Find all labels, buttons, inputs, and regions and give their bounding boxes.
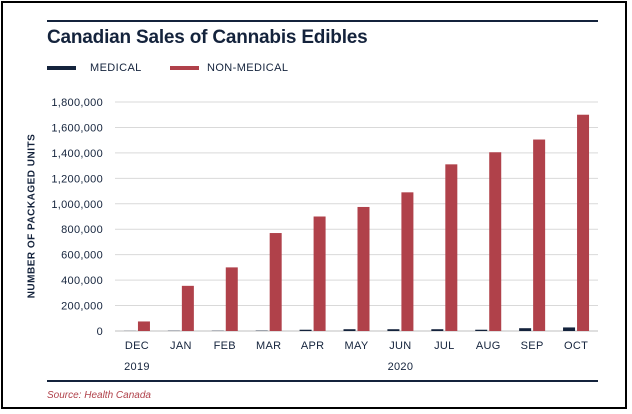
source-note: Source: Health Canada bbox=[47, 390, 151, 401]
bar-non-medical bbox=[269, 233, 282, 331]
x-tick-label: SEP bbox=[521, 340, 544, 352]
y-tick-label: 1,000,000 bbox=[51, 199, 103, 211]
bar-medical bbox=[475, 329, 488, 331]
chart-frame bbox=[1, 1, 627, 409]
x-tick-label: JAN bbox=[170, 340, 192, 352]
top-rule bbox=[47, 20, 598, 22]
legend-swatch-medical bbox=[47, 66, 76, 70]
x-tick-label: FEB bbox=[214, 340, 236, 352]
bar-medical bbox=[431, 329, 444, 331]
bar-non-medical bbox=[489, 152, 502, 331]
x-tick-label: AUG bbox=[476, 340, 501, 352]
y-tick-label: 1,200,000 bbox=[51, 173, 103, 185]
legend-swatch-non-medical bbox=[170, 66, 199, 70]
y-tick-label: 1,400,000 bbox=[51, 148, 103, 160]
legend-label-non-medical: NON-MEDICAL bbox=[207, 62, 289, 74]
bottom-rule bbox=[47, 380, 598, 382]
bar-non-medical bbox=[137, 321, 150, 331]
x-tick-label: APR bbox=[301, 340, 325, 352]
y-tick-label: 1,800,000 bbox=[51, 97, 103, 109]
x-tick-label: DEC bbox=[125, 340, 149, 352]
y-tick-label: 1,600,000 bbox=[51, 122, 103, 134]
bar-medical bbox=[299, 329, 312, 331]
bar-medical bbox=[563, 327, 576, 331]
legend-label-medical: MEDICAL bbox=[90, 62, 142, 74]
bar-non-medical bbox=[181, 285, 194, 331]
y-tick-label: 0 bbox=[97, 326, 103, 338]
x-tick-label: JUL bbox=[434, 340, 454, 352]
bar-non-medical bbox=[225, 267, 238, 331]
bar-non-medical bbox=[401, 192, 414, 331]
bar-non-medical bbox=[313, 216, 326, 331]
chart-title: Canadian Sales of Cannabis Edibles bbox=[47, 27, 368, 48]
bar-medical bbox=[519, 328, 532, 331]
y-tick-label: 400,000 bbox=[61, 275, 103, 287]
year-label: 2020 bbox=[388, 361, 414, 373]
y-tick-label: 200,000 bbox=[61, 301, 103, 313]
y-tick-label: 600,000 bbox=[61, 250, 103, 262]
x-tick-label: MAY bbox=[345, 340, 369, 352]
x-tick-label: JUN bbox=[389, 340, 411, 352]
bar-non-medical bbox=[357, 206, 370, 331]
x-tick-label: OCT bbox=[564, 340, 588, 352]
bar-non-medical bbox=[577, 114, 590, 331]
bar-non-medical bbox=[445, 164, 458, 331]
y-tick-label: 800,000 bbox=[61, 224, 103, 236]
year-label: 2019 bbox=[124, 361, 150, 373]
x-tick-label: MAR bbox=[256, 340, 281, 352]
bar-non-medical bbox=[533, 139, 546, 331]
bar-medical bbox=[343, 329, 356, 331]
bar-medical bbox=[387, 329, 400, 331]
